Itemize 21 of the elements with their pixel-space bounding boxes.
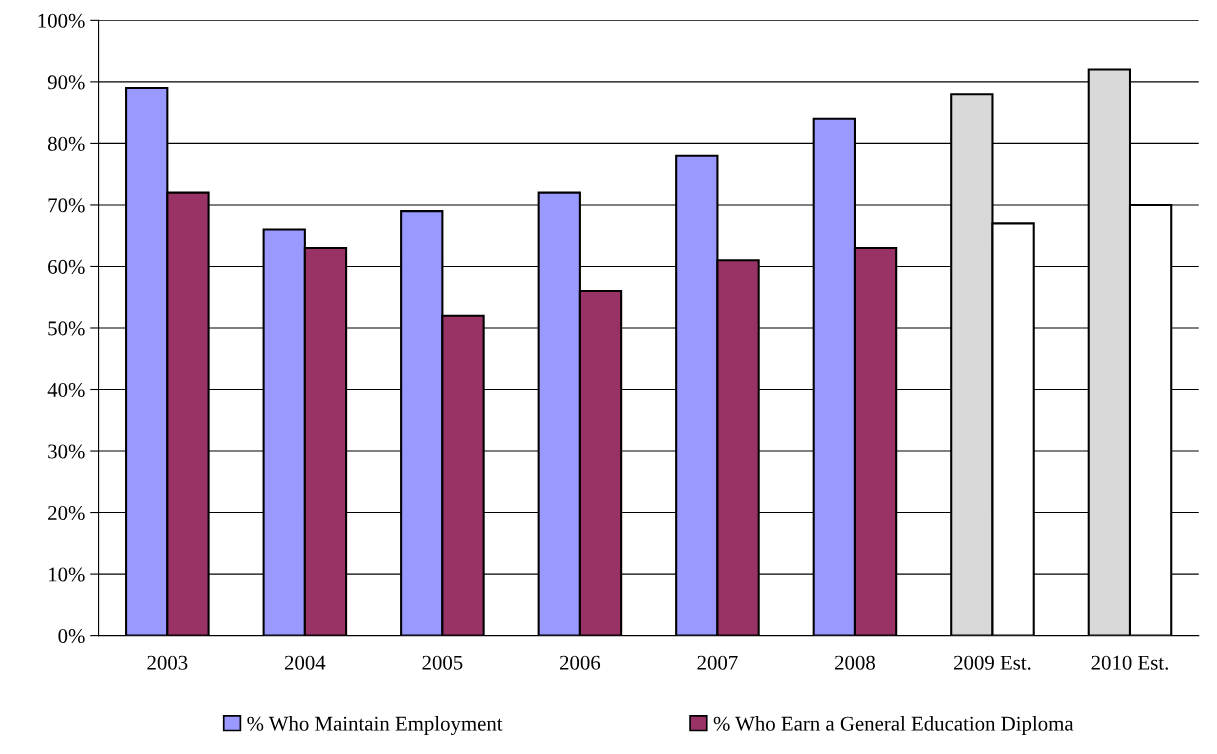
legend-label: % Who Maintain Employment: [247, 716, 503, 735]
y-tick-label: 0%: [58, 629, 85, 644]
x-tick-label: 2008: [835, 655, 875, 670]
x-tick-label: 2003: [147, 655, 188, 670]
y-tick-label: 60%: [48, 259, 85, 274]
x-tick-label: 2004: [284, 655, 326, 670]
legend-label: % Who Earn a General Education Diploma: [713, 716, 1074, 735]
x-tick-label: 2006: [559, 655, 601, 670]
x-tick-label: 2005: [422, 655, 463, 670]
y-tick-label: 70%: [48, 198, 85, 213]
x-tick-label: 2007: [697, 655, 738, 670]
x-tick-label: 2009 Est.: [954, 655, 1031, 670]
y-tick-label: 90%: [47, 75, 85, 90]
y-tick-label: 100%: [38, 13, 85, 28]
y-tick-label: 30%: [48, 444, 85, 459]
y-tick-label: 40%: [47, 382, 85, 398]
y-tick-label: 10%: [49, 567, 85, 582]
y-tick-label: 20%: [48, 505, 85, 521]
x-tick-label: 2010 Est.: [1091, 655, 1168, 670]
y-tick-label: 80%: [47, 136, 85, 151]
y-tick-label: 50%: [48, 321, 85, 336]
